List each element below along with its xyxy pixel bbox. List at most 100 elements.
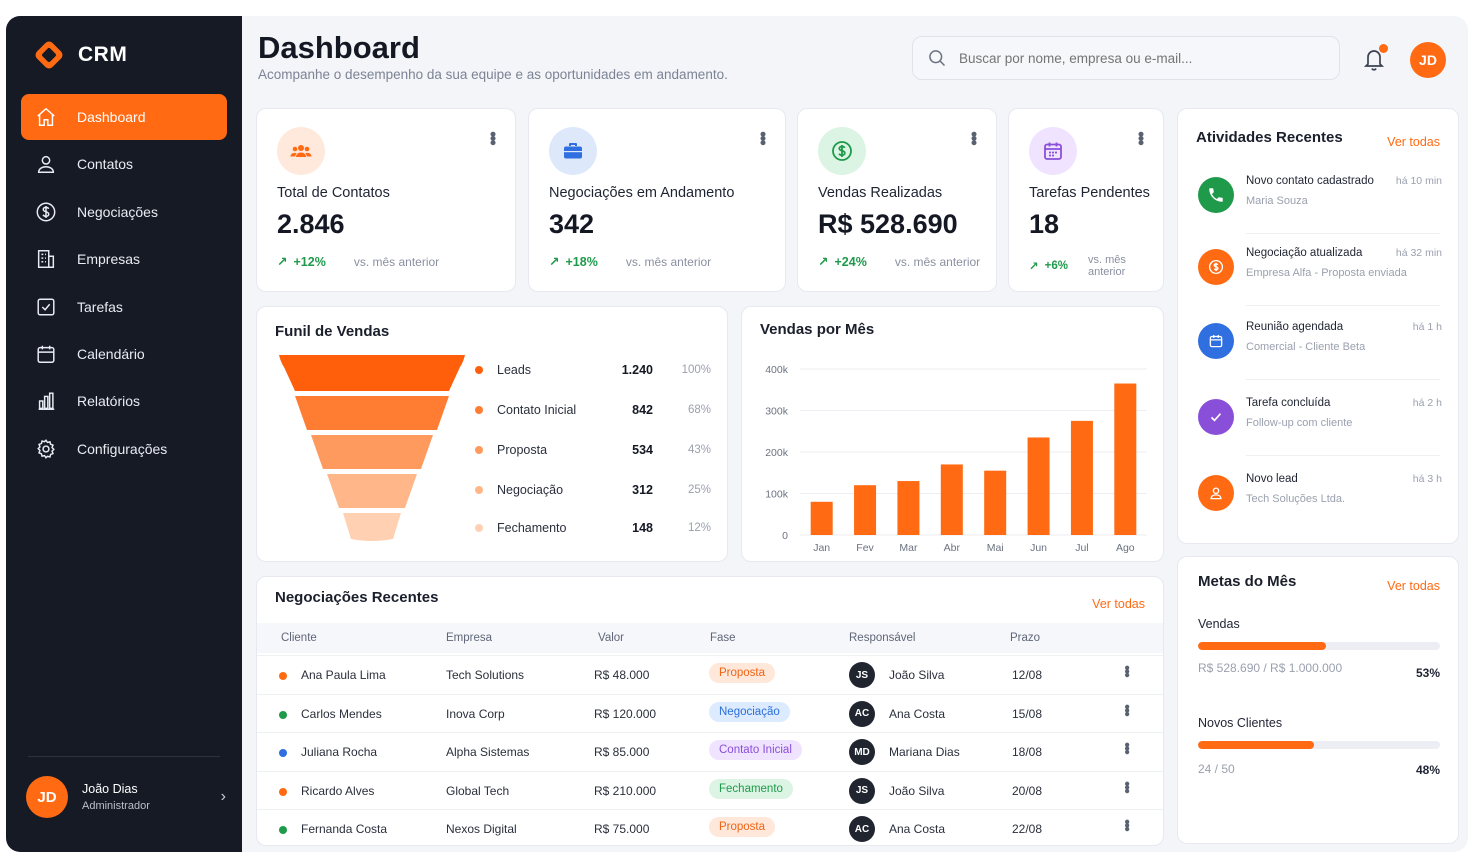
sidebar-item-tarefas[interactable]: Tarefas — [21, 284, 227, 330]
activity-title: Negociação atualizada — [1246, 247, 1363, 259]
sidebar-item-configuracoes[interactable]: Configurações — [21, 426, 227, 472]
bar-jan[interactable] — [810, 501, 833, 535]
column-header[interactable]: Prazo — [1010, 632, 1041, 644]
status-dot — [279, 787, 287, 796]
brand[interactable]: CRM — [32, 38, 127, 72]
sidebar-item-negociacoes[interactable]: Negociações — [21, 189, 227, 235]
activity-subtitle: Tech Soluções Ltda. — [1246, 493, 1346, 505]
column-header[interactable]: Empresa — [446, 632, 493, 644]
stage-pct: 68% — [687, 404, 711, 416]
activity-subtitle: Empresa Alfa - Proposta enviada — [1246, 267, 1407, 279]
funnel-stage-contato-inicial[interactable] — [295, 396, 449, 430]
stat-value: R$ 528.690 — [818, 209, 958, 239]
more-icon[interactable]: ••• — [753, 131, 773, 144]
client-cell: Fernanda Costa — [301, 822, 388, 837]
building-icon — [37, 250, 55, 269]
notifications-button[interactable] — [1362, 44, 1388, 74]
bar-jun[interactable] — [1027, 437, 1050, 535]
sidebar-item-contatos[interactable]: Contatos — [21, 141, 227, 187]
more-icon[interactable]: ••• — [1131, 131, 1151, 144]
bar-jul[interactable] — [1070, 420, 1093, 535]
activity-title: Tarefa concluída — [1246, 397, 1331, 409]
more-icon[interactable]: ••• — [1118, 819, 1135, 831]
bar-mai[interactable] — [984, 470, 1007, 535]
column-header[interactable]: Responsável — [849, 632, 916, 644]
sidebar-item-calendario[interactable]: Calendário — [21, 331, 227, 377]
column-header[interactable]: Cliente — [281, 632, 317, 644]
due-cell: 15/08 — [1012, 706, 1043, 721]
deals-title: Negociações Recentes — [275, 589, 439, 606]
more-icon[interactable]: ••• — [483, 131, 503, 144]
funnel-stage-leads[interactable] — [279, 355, 465, 391]
check-icon — [1198, 399, 1234, 435]
bar-mar[interactable] — [897, 481, 920, 535]
bell-icon — [1363, 50, 1385, 71]
y-tick-label: 0 — [782, 530, 788, 542]
deals-view-all-link[interactable]: Ver todas — [1092, 597, 1145, 611]
x-tick-label: Fev — [856, 542, 874, 553]
goal-progress-bar — [1198, 741, 1440, 749]
table-row[interactable]: Ana Paula Lima Tech Solutions R$ 48.000 … — [257, 655, 1163, 694]
activity-item[interactable]: Reunião agendada Comercial - Cliente Bet… — [1196, 319, 1442, 383]
activities-view-all-link[interactable]: Ver todas — [1387, 135, 1440, 149]
avatar: JS — [849, 777, 875, 804]
sidebar-item-empresas[interactable]: Empresas — [21, 236, 227, 282]
trend-value: +12% — [293, 254, 326, 269]
activity-item[interactable]: Novo contato cadastrado Maria Souza há 1… — [1196, 173, 1442, 237]
owner-cell: Mariana Dias — [889, 745, 960, 760]
dollar-icon — [36, 202, 56, 222]
goal-pct: 48% — [1415, 763, 1440, 777]
activity-item[interactable]: Novo lead Tech Soluções Ltda. há 3 h — [1196, 471, 1442, 535]
company-cell: Tech Solutions — [446, 668, 525, 682]
more-icon[interactable]: ••• — [1118, 742, 1135, 753]
activity-subtitle: Maria Souza — [1246, 195, 1308, 207]
stat-card-negociacoes: ••• Negociações em Andamento 342 ↗ +18% vs… — [528, 108, 786, 292]
goal-label: Vendas — [1198, 617, 1240, 631]
search-input[interactable] — [959, 50, 1299, 66]
divider — [1246, 379, 1440, 380]
column-header[interactable]: Fase — [710, 632, 736, 644]
stage-badge: Contato Inicial — [709, 740, 802, 761]
sidebar-item-dashboard[interactable]: Dashboard — [21, 94, 227, 140]
activity-subtitle: Follow-up com cliente — [1246, 417, 1353, 429]
bar-abr[interactable] — [940, 464, 963, 535]
user-profile[interactable]: JD João Dias Administrador › — [26, 776, 226, 818]
trend-vs: vs. mês anterior — [1087, 254, 1126, 278]
activity-item[interactable]: Negociação atualizada Empresa Alfa - Pro… — [1196, 245, 1442, 309]
sidebar-item-relatorios[interactable]: Relatórios — [21, 378, 227, 424]
activity-time: há 1 h — [1412, 321, 1442, 333]
status-dot — [279, 749, 287, 758]
phone-icon — [1198, 177, 1234, 213]
notification-dot — [1379, 44, 1388, 53]
bar-ago[interactable] — [1114, 383, 1137, 535]
chart-title: Vendas por Mês — [760, 321, 875, 338]
header-avatar[interactable]: JD — [1410, 42, 1446, 78]
stat-trend: ↗ +24% vs. mês anterior — [818, 254, 980, 270]
y-tick-label: 300k — [765, 406, 789, 418]
goals-view-all-link[interactable]: Ver todas — [1387, 579, 1440, 593]
more-icon[interactable]: ••• — [1118, 665, 1135, 676]
company-cell: Nexos Digital — [446, 822, 517, 837]
funnel-stage-negociacao[interactable] — [327, 474, 417, 508]
more-icon[interactable]: ••• — [1118, 703, 1135, 715]
sidebar-nav: Dashboard Contatos Negociações Empresas … — [21, 94, 227, 473]
funnel-stage-proposta[interactable] — [311, 435, 433, 469]
trend-up-icon: ↗ — [277, 255, 288, 269]
divider — [1246, 455, 1440, 456]
activity-item[interactable]: Tarefa concluída Follow-up com cliente h… — [1196, 395, 1442, 459]
status-dot — [279, 672, 287, 680]
table-row[interactable]: Fernanda Costa Nexos Digital R$ 75.000 P… — [257, 809, 1163, 848]
table-row[interactable]: Carlos Mendes Inova Corp R$ 120.000 Nego… — [257, 693, 1163, 733]
stage-count: 148 — [632, 521, 653, 535]
funnel-stage-fechamento[interactable] — [343, 513, 401, 541]
due-cell: 20/08 — [1012, 783, 1043, 798]
column-header[interactable]: Valor — [598, 632, 624, 644]
more-icon[interactable]: ••• — [1118, 780, 1135, 792]
table-row[interactable]: Juliana Rocha Alpha Sistemas R$ 85.000 C… — [257, 732, 1163, 771]
activity-subtitle: Comercial - Cliente Beta — [1246, 341, 1366, 353]
activity-time: há 10 min — [1395, 175, 1442, 187]
table-row[interactable]: Ricardo Alves Global Tech R$ 210.000 Fec… — [257, 770, 1163, 810]
more-icon[interactable]: ••• — [964, 131, 984, 144]
bar-fev[interactable] — [854, 485, 877, 535]
stage-pct: 100% — [681, 364, 711, 376]
